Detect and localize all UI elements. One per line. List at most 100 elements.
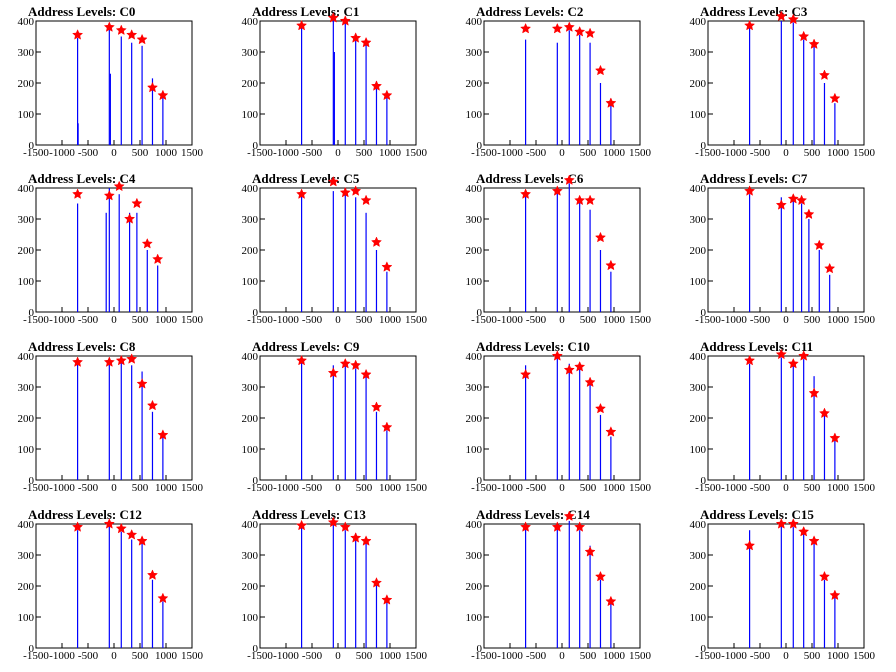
chart-panel: Address Levels: C12 0 100 200 300 400 -1500 -10… <box>18 507 204 662</box>
x-tick-label: 1500 <box>181 650 204 662</box>
plot-frame <box>483 187 641 313</box>
y-tick-label: 400 <box>690 519 707 531</box>
y-tick-label: 200 <box>18 78 35 90</box>
x-tick-label: 1500 <box>853 650 876 662</box>
peak-star-icon <box>327 175 339 187</box>
y-tick-label: 300 <box>690 214 707 226</box>
y-tick-label: 200 <box>242 413 259 425</box>
peak-star-icon <box>370 401 383 412</box>
y-tick-label: 400 <box>690 16 707 28</box>
y-tick-label: 300 <box>242 550 259 562</box>
chart-panel: Address Levels: C7 0 100 200 300 400 -1500 -100… <box>690 171 876 326</box>
peak-star-icon <box>551 521 563 532</box>
y-tick-label: 0 <box>701 475 707 487</box>
peak-star-icon <box>152 253 164 265</box>
x-tick-label: -1000 <box>721 147 747 159</box>
x-tick-label: 1000 <box>603 314 626 326</box>
peak-star-icon <box>594 231 607 243</box>
peak-star-icon <box>574 361 586 372</box>
x-tick-label: 1000 <box>603 147 626 159</box>
y-tick-label: 300 <box>690 382 707 394</box>
plot-frame <box>35 523 193 649</box>
x-tick-label: 1000 <box>827 147 850 159</box>
x-tick-label: 0 <box>335 650 341 662</box>
chart-title: Address Levels: C3 <box>700 4 808 19</box>
peak-star-icon <box>787 357 799 369</box>
peak-star-icon <box>126 529 138 540</box>
peak-star-icon <box>744 354 756 366</box>
y-tick-label: 300 <box>466 214 483 226</box>
x-tick-label: 0 <box>559 650 565 662</box>
peak-star-icon <box>157 89 169 101</box>
peak-star-icon <box>72 356 84 367</box>
x-tick-label: -1500 <box>695 650 721 662</box>
chart-panel: Address Levels: C5 0 100 200 300 400 -1500 -100… <box>242 171 428 326</box>
peak-star-icon <box>813 239 825 251</box>
peak-star-icon <box>136 535 148 546</box>
peak-star-icon <box>798 30 810 42</box>
peak-star-icon <box>594 64 607 76</box>
x-tick-label: 500 <box>580 650 597 662</box>
x-tick-label: -1000 <box>273 147 299 159</box>
peak-star-icon <box>551 22 563 34</box>
chart-title: Address Levels: C12 <box>28 507 142 522</box>
y-tick-label: 400 <box>18 519 35 531</box>
y-tick-label: 300 <box>18 550 35 562</box>
chart-panel: Address Levels: C1 0 100 200 300 400 -1500 -100… <box>242 4 428 159</box>
x-tick-label: -500 <box>750 314 771 326</box>
peak-star-icon <box>551 185 563 196</box>
peak-star-icon <box>574 26 586 37</box>
peak-star-icon <box>103 518 115 529</box>
peak-star-icon <box>381 421 393 433</box>
x-tick-label: 0 <box>335 147 341 159</box>
x-tick-label: -1500 <box>471 650 497 662</box>
y-tick-label: 100 <box>242 109 259 121</box>
x-tick-label: 0 <box>783 650 789 662</box>
plot-frame <box>35 187 193 313</box>
peak-star-icon <box>296 188 308 199</box>
plot-frame <box>483 20 641 146</box>
x-tick-label: -500 <box>78 314 99 326</box>
y-tick-label: 100 <box>466 276 483 288</box>
y-tick-label: 200 <box>690 581 707 593</box>
chart-title: Address Levels: C8 <box>28 339 136 354</box>
y-tick-label: 0 <box>701 307 707 319</box>
chart-title: Address Levels: C6 <box>476 171 584 186</box>
peak-star-icon <box>146 81 159 93</box>
chart-title: Address Levels: C13 <box>252 507 366 522</box>
peak-star-icon <box>124 213 136 224</box>
peak-star-icon <box>787 193 799 204</box>
chart-panel: Address Levels: C8 0 100 200 300 400 -1500 -100… <box>18 339 204 494</box>
chart-title: Address Levels: C15 <box>700 507 814 522</box>
peak-star-icon <box>829 589 841 601</box>
x-tick-label: 0 <box>559 147 565 159</box>
x-tick-label: 0 <box>111 650 117 662</box>
peak-star-icon <box>798 350 810 361</box>
peak-star-icon <box>131 197 143 209</box>
y-tick-label: 0 <box>29 140 35 152</box>
peak-star-icon <box>563 510 575 521</box>
x-tick-label: -1000 <box>49 314 75 326</box>
peak-star-icon <box>103 356 115 367</box>
x-tick-label: -1500 <box>471 482 497 494</box>
x-tick-label: 1500 <box>405 314 428 326</box>
plot-frame <box>259 355 417 481</box>
peak-star-icon <box>520 188 532 199</box>
y-tick-label: 0 <box>477 475 483 487</box>
peak-star-icon <box>563 364 575 375</box>
x-tick-label: 1000 <box>603 650 626 662</box>
peak-star-icon <box>350 532 362 543</box>
x-tick-label: -1500 <box>695 147 721 159</box>
peak-star-icon <box>146 399 159 411</box>
peak-star-icon <box>551 350 563 361</box>
x-tick-label: -500 <box>302 314 323 326</box>
chart-title: Address Levels: C10 <box>476 339 590 354</box>
peak-star-icon <box>350 359 362 371</box>
chart-panel: Address Levels: C10 0 100 200 300 400 -1500 -10… <box>466 339 652 494</box>
y-tick-label: 400 <box>242 519 259 531</box>
peak-star-icon <box>339 186 351 198</box>
y-tick-label: 200 <box>466 581 483 593</box>
x-tick-label: 500 <box>580 482 597 494</box>
x-tick-label: 1000 <box>379 147 402 159</box>
